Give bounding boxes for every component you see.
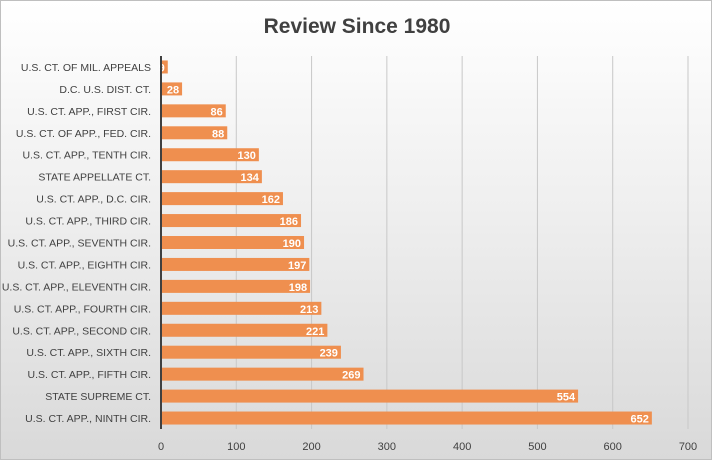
data-label: 130	[238, 150, 256, 162]
data-label: 269	[342, 370, 360, 382]
x-tick-label: 700	[679, 441, 697, 453]
y-tick-label: U.S. CT. APP., SEVENTH CIR.	[8, 238, 151, 250]
data-label: 213	[300, 304, 318, 316]
bar	[161, 389, 579, 403]
bar	[161, 367, 364, 381]
data-label: 86	[210, 106, 222, 118]
x-tick-label: 400	[453, 441, 471, 453]
y-tick-label: U.S. CT. APP., FOURTH CIR.	[14, 303, 151, 315]
bar	[161, 148, 259, 162]
bar	[161, 257, 310, 271]
x-tick-label: 500	[528, 441, 546, 453]
x-tick-label: 0	[158, 441, 164, 453]
bar	[161, 192, 283, 206]
data-label: 186	[280, 216, 298, 228]
bar	[161, 214, 302, 228]
y-tick-label: U.S. CT. APP., SIXTH CIR.	[26, 347, 151, 359]
y-tick-label: U.S. CT. OF MIL. APPEALS	[21, 62, 151, 74]
y-tick-label: STATE APPELLATE CT.	[38, 172, 151, 184]
bar	[161, 301, 322, 315]
data-label: 554	[557, 392, 576, 404]
data-label: 134	[241, 172, 260, 184]
bar	[161, 126, 228, 140]
data-label: 239	[320, 348, 338, 360]
data-label: 88	[212, 128, 224, 140]
y-tick-label: U.S. CT. APP., FIFTH CIR.	[28, 369, 152, 381]
y-tick-label: U.S. CT. APP., SECOND CIR.	[12, 325, 151, 337]
data-label: 652	[631, 414, 649, 426]
bar	[161, 411, 652, 425]
bar	[161, 323, 328, 337]
bar	[161, 236, 305, 249]
y-tick-label: U.S. CT. APP., FIRST CIR.	[27, 106, 151, 118]
x-tick-label: 200	[302, 441, 320, 453]
y-tick-label: U.S. CT. APP., EIGHTH CIR.	[18, 259, 151, 271]
y-tick-label: U.S. CT. APP., THIRD CIR.	[25, 216, 151, 228]
data-label: 197	[288, 260, 306, 272]
chart-title: Review Since 1980	[263, 15, 451, 38]
x-tick-label: 600	[604, 441, 622, 453]
data-label: 162	[262, 194, 280, 206]
y-tick-label: U.S. CT. OF APP., FED. CIR.	[16, 128, 151, 140]
y-tick-label: U.S. CT. APP., TENTH CIR.	[22, 150, 151, 162]
y-tick-label: D.C. U.S. DIST. CT.	[59, 84, 151, 96]
x-tick-label: 100	[227, 441, 245, 453]
y-tick-label: U.S. CT. APP., D.C. CIR.	[36, 194, 151, 206]
bar	[161, 170, 262, 184]
y-tick-label: U.S. CT. APP., NINTH CIR.	[25, 413, 151, 425]
bar	[161, 279, 311, 293]
bar	[161, 82, 183, 96]
data-label: 198	[289, 282, 307, 294]
bar	[161, 104, 226, 118]
data-label: 221	[306, 326, 324, 338]
bar	[161, 60, 168, 74]
y-tick-label: STATE SUPREME CT.	[45, 391, 151, 403]
data-label: 190	[283, 238, 301, 250]
bar	[161, 345, 341, 359]
y-tick-label: U.S. CT. APP., ELEVENTH CIR.	[2, 281, 151, 293]
data-label: 28	[167, 84, 179, 96]
x-tick-label: 300	[378, 441, 396, 453]
